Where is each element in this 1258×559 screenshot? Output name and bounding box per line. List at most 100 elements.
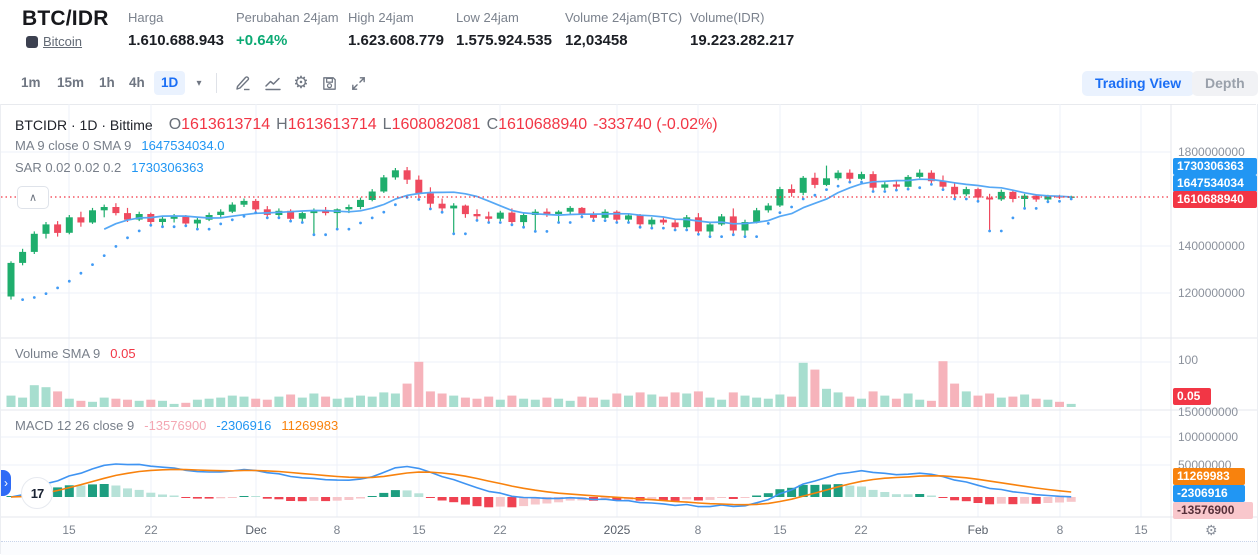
- header: BTC/IDR Bitcoin Harga 1.610.688.943 Peru…: [0, 0, 1258, 62]
- chart-title: BTCIDR · 1D · Bittime: [15, 117, 153, 133]
- stat-value: +0.64%: [236, 32, 288, 49]
- fullscreen-expand-icon[interactable]: [347, 72, 369, 94]
- ohlc-change: -333740 (-0.02%): [593, 116, 718, 133]
- price-axis-tick: 1400000000: [1178, 239, 1245, 253]
- time-axis-label[interactable]: 8: [694, 523, 702, 537]
- coin-link[interactable]: Bitcoin: [43, 34, 83, 49]
- stat-value: 1.575.924.535: [456, 32, 552, 49]
- sar-dots: [21, 180, 1073, 301]
- interval-dropdown-caret-icon[interactable]: ▾: [196, 77, 202, 89]
- macd-line: [10, 463, 1072, 508]
- stat-label: Low 24jam: [456, 10, 519, 25]
- macd-axis-badge: 11269983: [1173, 468, 1245, 485]
- chart-widget: BTCIDR · 1D · Bittime O1613613714 H161361…: [0, 104, 1258, 555]
- ohlc-readout: O1613613714 H1613613714 L1608082081 C161068…: [163, 116, 718, 134]
- draw-pencil-icon[interactable]: [232, 72, 254, 94]
- stat-change-24h: Perubahan 24jam +0.64%: [236, 10, 339, 49]
- time-axis-label[interactable]: 2025: [603, 523, 631, 537]
- stat-value: 12,03458: [565, 32, 628, 49]
- macd-signal-value: 11269983: [281, 418, 339, 433]
- volume-legend[interactable]: Volume SMA 9 0.05: [15, 346, 136, 361]
- macd-legend[interactable]: MACD 12 26 close 9 -13576900 -2306916 11…: [15, 418, 338, 433]
- interval-4h[interactable]: 4h: [129, 75, 145, 90]
- sar-label: SAR 0.02 0.02 0.2: [15, 160, 122, 175]
- candlestick-series: [7, 165, 1075, 300]
- volume-sma-value: 0.05: [110, 346, 136, 361]
- sar-value: 1730306363: [131, 160, 204, 175]
- sidebar-expand-handle[interactable]: ›: [1, 470, 11, 496]
- time-axis-label[interactable]: 8: [1056, 523, 1064, 537]
- volume-axis-badge: 0.05: [1173, 388, 1211, 405]
- stat-value: 1.623.608.779: [348, 32, 444, 49]
- time-axis-label[interactable]: 22: [854, 523, 868, 537]
- macd-axis-badge: -2306916: [1173, 485, 1245, 502]
- stat-label: Harga: [128, 10, 164, 25]
- ma-label: MA 9 close 0 SMA 9: [15, 138, 132, 153]
- coin-icon: [26, 35, 38, 48]
- time-axis-label[interactable]: 15: [412, 523, 426, 537]
- toolbar-divider: [216, 73, 217, 93]
- line-chart-icon[interactable]: [262, 72, 284, 94]
- stat-price: Harga 1.610.688.943: [128, 10, 224, 49]
- macd-line-value: -2306916: [216, 418, 272, 433]
- interval-15m[interactable]: 15m: [57, 75, 85, 90]
- settings-gear-icon[interactable]: ⚙: [293, 73, 309, 92]
- coin-row: Bitcoin: [26, 34, 82, 49]
- pair-title: BTC/IDR: [22, 7, 109, 30]
- stat-volume-btc: Volume 24jam(BTC) 12,03458: [565, 10, 682, 49]
- volume-bars: [6, 361, 1076, 407]
- price-axis-tick: 1800000000: [1178, 145, 1245, 159]
- stat-volume-idr: Volume(IDR) 19.223.282.217: [690, 10, 794, 49]
- ma9-line: [103, 178, 1072, 230]
- collapse-legend-button[interactable]: ∧: [17, 186, 49, 209]
- macd-histogram: [6, 484, 1076, 508]
- tab-depth[interactable]: Depth: [1192, 71, 1258, 96]
- tradingview-logo[interactable]: 17: [21, 477, 53, 509]
- price-axis-badge: 1730306363: [1173, 158, 1257, 175]
- time-axis-label[interactable]: Feb: [967, 523, 989, 537]
- volume-label: Volume SMA 9: [15, 346, 101, 361]
- ohlc-key: H: [276, 116, 288, 133]
- stat-label: Volume(IDR): [690, 10, 765, 25]
- time-axis-label[interactable]: 15: [62, 523, 76, 537]
- stat-value: 19.223.282.217: [690, 32, 795, 49]
- time-axis-settings-icon[interactable]: ⚙: [1205, 522, 1218, 538]
- time-axis-label[interactable]: 8: [333, 523, 341, 537]
- sar-legend[interactable]: SAR 0.02 0.02 0.2 1730306363: [15, 160, 204, 175]
- macd-axis-tick: 150000000: [1178, 405, 1239, 419]
- ohlc-value: 1608082081: [391, 116, 481, 133]
- tab-trading-view[interactable]: Trading View: [1082, 71, 1195, 96]
- stat-label: Volume 24jam(BTC): [565, 10, 683, 25]
- interval-1d[interactable]: 1D: [154, 71, 186, 95]
- time-axis-label[interactable]: Dec: [245, 523, 267, 537]
- macd-axis-tick: 100000000: [1178, 430, 1239, 444]
- time-axis-label[interactable]: 15: [773, 523, 787, 537]
- stat-label: Perubahan 24jam: [236, 10, 339, 25]
- save-floppy-icon[interactable]: [318, 72, 340, 94]
- bottom-resize-strip[interactable]: [1, 541, 1257, 555]
- ohlc-value: 1610688940: [498, 116, 588, 133]
- stat-low-24h: Low 24jam 1.575.924.535: [456, 10, 552, 49]
- ma-legend[interactable]: MA 9 close 0 SMA 9 1647534034.0: [15, 138, 225, 153]
- interval-1m[interactable]: 1m: [21, 75, 41, 90]
- time-axis-label[interactable]: 22: [144, 523, 158, 537]
- time-axis-label[interactable]: 22: [493, 523, 507, 537]
- ohlc-key: L: [382, 116, 392, 133]
- ohlc-key: O: [168, 116, 182, 133]
- macd-label: MACD 12 26 close 9: [15, 418, 135, 433]
- macd-axis-badge: -13576900: [1173, 502, 1253, 519]
- time-axis-label[interactable]: 15: [1134, 523, 1148, 537]
- volume-axis-tick: 100: [1178, 353, 1199, 367]
- ohlc-value: 1613613714: [181, 116, 271, 133]
- main-legend: BTCIDR · 1D · Bittime O1613613714 H161361…: [15, 116, 718, 134]
- macd-hist-value: -13576900: [144, 418, 207, 433]
- price-axis-badge: 1647534034: [1173, 175, 1257, 192]
- stat-label: High 24jam: [348, 10, 414, 25]
- interval-1h[interactable]: 1h: [99, 75, 115, 90]
- ohlc-key: C: [486, 116, 499, 133]
- ohlc-value: 1613613714: [287, 116, 377, 133]
- chart-toolbar: 1m 15m 1h 4h 1D ▾ ⚙ Trading View Depth: [0, 62, 1258, 105]
- stat-value: 1.610.688.943: [128, 32, 224, 49]
- price-axis-tick: 1200000000: [1178, 286, 1245, 300]
- macd-signal-line: [10, 468, 1072, 506]
